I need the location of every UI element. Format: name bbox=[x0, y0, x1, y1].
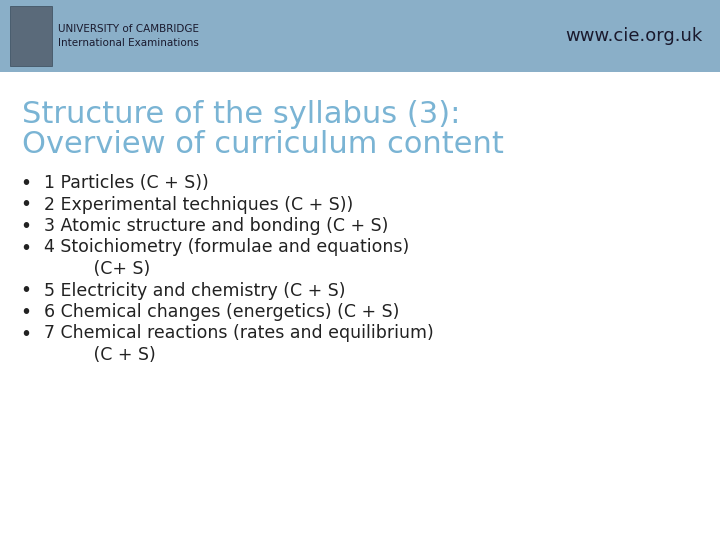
Text: 2 Experimental techniques (C + S)): 2 Experimental techniques (C + S)) bbox=[44, 195, 354, 213]
Text: UNIVERSITY of CAMBRIDGE
International Examinations: UNIVERSITY of CAMBRIDGE International Ex… bbox=[58, 24, 199, 48]
Text: 6 Chemical changes (energetics) (C + S): 6 Chemical changes (energetics) (C + S) bbox=[44, 303, 400, 321]
Bar bbox=[10, 6, 52, 66]
Text: •: • bbox=[20, 195, 32, 214]
Text: •: • bbox=[20, 325, 32, 343]
Text: (C+ S): (C+ S) bbox=[44, 260, 150, 278]
Text: 4 Stoichiometry (formulae and equations): 4 Stoichiometry (formulae and equations) bbox=[44, 239, 409, 256]
Text: www.cie.org.uk: www.cie.org.uk bbox=[564, 27, 702, 45]
Text: •: • bbox=[20, 217, 32, 236]
Text: •: • bbox=[20, 303, 32, 322]
Bar bbox=[0, 0, 720, 72]
Text: (C + S): (C + S) bbox=[44, 346, 156, 364]
Text: •: • bbox=[20, 239, 32, 258]
Text: 5 Electricity and chemistry (C + S): 5 Electricity and chemistry (C + S) bbox=[44, 281, 346, 300]
Text: 1 Particles (C + S)): 1 Particles (C + S)) bbox=[44, 174, 209, 192]
Text: •: • bbox=[20, 174, 32, 193]
Text: 7 Chemical reactions (rates and equilibrium): 7 Chemical reactions (rates and equilibr… bbox=[44, 325, 433, 342]
Text: 3 Atomic structure and bonding (C + S): 3 Atomic structure and bonding (C + S) bbox=[44, 217, 388, 235]
Text: Structure of the syllabus (3):: Structure of the syllabus (3): bbox=[22, 100, 460, 129]
Text: Overview of curriculum content: Overview of curriculum content bbox=[22, 130, 504, 159]
Text: •: • bbox=[20, 281, 32, 300]
